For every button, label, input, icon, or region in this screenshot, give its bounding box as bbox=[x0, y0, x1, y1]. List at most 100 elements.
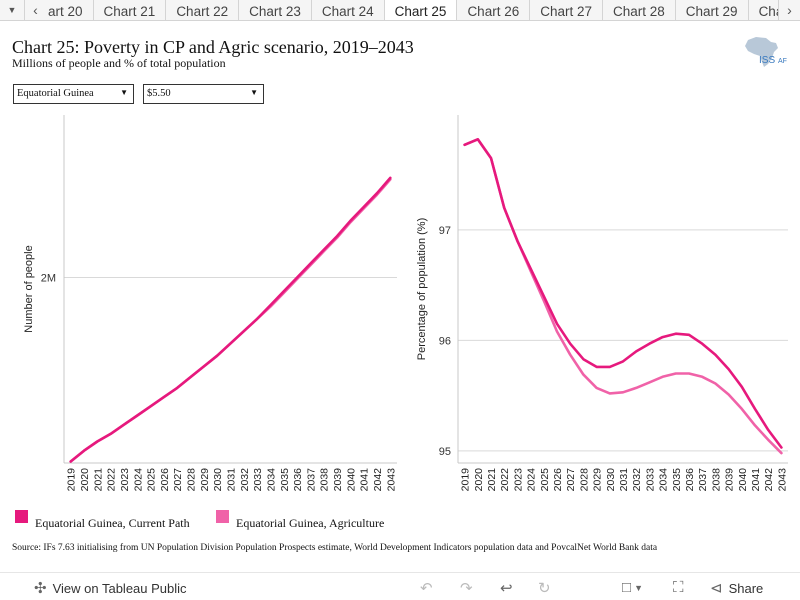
x-tick-label: 2040 bbox=[737, 468, 749, 492]
fullscreen-icon: ⛶ bbox=[673, 579, 684, 596]
tab-dropdown-icon[interactable]: ▼ bbox=[7, 5, 17, 15]
tab-chart-26[interactable]: Chart 26 bbox=[457, 0, 531, 20]
series-line-equatorial-guinea-agriculture bbox=[463, 137, 783, 455]
tab-chart-22[interactable]: Chart 22 bbox=[166, 0, 240, 20]
chart-title: Chart 25: Poverty in CP and Agric scenar… bbox=[12, 37, 414, 57]
series-line-equatorial-guinea-agriculture bbox=[69, 178, 392, 463]
tab-chart-27[interactable]: Chart 27 bbox=[530, 0, 603, 20]
series-line-equatorial-guinea-current-path bbox=[69, 176, 392, 463]
iss-africa-logo: ISS AF bbox=[745, 37, 787, 67]
legend-label: Equatorial Guinea, Current Path bbox=[35, 516, 190, 530]
chevron-down-icon: ▼ bbox=[634, 582, 643, 593]
undo-button[interactable]: ↶ bbox=[420, 579, 433, 597]
x-tick-label: 2028 bbox=[186, 468, 198, 492]
x-tick-label: 2029 bbox=[199, 468, 211, 492]
x-tick-label: 2029 bbox=[592, 468, 604, 492]
revert-icon: ↩ bbox=[500, 580, 513, 597]
x-tick-label: 2031 bbox=[226, 468, 238, 492]
tab-chart-28[interactable]: Chart 28 bbox=[603, 0, 676, 20]
y-tick-label: 96 bbox=[439, 335, 451, 347]
x-tick-label: 2035 bbox=[671, 468, 683, 492]
revert-button[interactable]: ↩ bbox=[500, 579, 513, 597]
view-on-tableau-link[interactable]: ✣ View on Tableau Public bbox=[34, 579, 187, 597]
legend-swatch bbox=[15, 510, 28, 523]
chart-panel-2: 95 96 97 Percentage of population (%) 2019 20… bbox=[416, 115, 788, 491]
x-tick-label: 2028 bbox=[578, 468, 590, 492]
x-tick-label: 2023 bbox=[119, 468, 131, 492]
tab-chart[interactable]: Chart bbox=[749, 0, 778, 20]
x-tick-label: 2022 bbox=[106, 468, 118, 492]
x-tick-label: 2043 bbox=[385, 468, 397, 492]
threshold-select[interactable]: $5.50 ▼ bbox=[143, 84, 264, 104]
x-tick-label: 2041 bbox=[750, 468, 762, 492]
redo-button[interactable]: ↷ bbox=[460, 579, 473, 597]
x-tick-label: 2027 bbox=[565, 468, 577, 492]
x-tick-label: 2034 bbox=[658, 468, 670, 492]
x-tick-label: 2040 bbox=[345, 468, 357, 492]
x-tick-label: 2026 bbox=[159, 468, 171, 492]
tab-chart-29[interactable]: Chart 29 bbox=[676, 0, 749, 20]
threshold-select-value: $5.50 bbox=[147, 88, 171, 99]
country-select[interactable]: Equatorial Guinea ▼ bbox=[13, 84, 134, 104]
x-tick-label: 2035 bbox=[279, 468, 291, 492]
x-tick-label: 2025 bbox=[146, 468, 158, 492]
share-button[interactable]: ⊲ Share bbox=[710, 579, 763, 597]
x-tick-label: 2020 bbox=[79, 468, 91, 492]
tab-chart-24[interactable]: Chart 24 bbox=[312, 0, 385, 20]
x-tick-label: 2032 bbox=[239, 468, 251, 492]
y-tick-label: 95 bbox=[439, 446, 451, 458]
x-tick-label: 2037 bbox=[697, 468, 709, 492]
country-select-value: Equatorial Guinea bbox=[17, 88, 94, 99]
y-tick-label: 2M bbox=[41, 273, 56, 285]
refresh-icon: ↻ bbox=[538, 580, 551, 597]
x-tick-label: 2026 bbox=[552, 468, 564, 492]
chevron-down-icon: ▼ bbox=[120, 88, 128, 97]
x-tick-label: 2032 bbox=[631, 468, 643, 492]
legend-label: Equatorial Guinea, Agriculture bbox=[236, 516, 385, 530]
sheet-tab-bar: ▼ ‹ art 20 Chart 21 Chart 22 Chart 23 Chart … bbox=[0, 0, 800, 21]
chart-subtitle: Millions of people and % of total popula… bbox=[12, 56, 226, 70]
x-tick-label: 2038 bbox=[319, 468, 331, 492]
tab-chart-21[interactable]: Chart 21 bbox=[94, 0, 167, 20]
x-tick-label: 2022 bbox=[499, 468, 511, 492]
tableau-toolbar: ✣ View on Tableau Public ↶ ↷ ↩ ↻ □ ▼ ⛶ ⊲… bbox=[0, 572, 800, 600]
y-tick-label: 97 bbox=[439, 225, 451, 237]
tab-scroll-left-icon[interactable]: ‹ bbox=[24, 0, 46, 20]
legend-item-agriculture[interactable]: Equatorial Guinea, Agriculture bbox=[216, 510, 384, 531]
x-tick-label: 2019 bbox=[460, 468, 472, 492]
legend-item-current-path[interactable]: Equatorial Guinea, Current Path bbox=[15, 510, 190, 531]
x-tick-label: 2019 bbox=[66, 468, 78, 492]
refresh-button[interactable]: ↻ bbox=[538, 579, 551, 597]
x-tick-label: 2036 bbox=[684, 468, 696, 492]
fullscreen-button[interactable]: ⛶ bbox=[673, 579, 684, 596]
tab-chart-23[interactable]: Chart 23 bbox=[239, 0, 312, 20]
series-line-equatorial-guinea-current-path bbox=[463, 137, 783, 449]
download-icon: □ bbox=[622, 579, 632, 596]
x-tick-label: 2037 bbox=[305, 468, 317, 492]
x-tick-label: 2030 bbox=[605, 468, 617, 492]
tab-scroll-right-icon[interactable]: › bbox=[778, 0, 800, 20]
x-tick-label: 2039 bbox=[332, 468, 344, 492]
legend-swatch bbox=[216, 510, 229, 523]
tableau-icon: ✣ bbox=[34, 580, 47, 597]
chevron-down-icon: ▼ bbox=[250, 88, 258, 97]
x-tick-label: 2042 bbox=[372, 468, 384, 492]
download-button[interactable]: □ ▼ bbox=[622, 579, 643, 596]
tab-art-20[interactable]: art 20 bbox=[46, 0, 94, 20]
logo-text-suffix: AF bbox=[778, 58, 787, 65]
x-tick-label: 2034 bbox=[265, 468, 277, 492]
tab-chart-25[interactable]: Chart 25 bbox=[384, 0, 458, 20]
share-label: Share bbox=[728, 580, 764, 596]
x-tick-label: 2023 bbox=[512, 468, 524, 492]
y-axis-label: Percentage of population (%) bbox=[416, 218, 428, 360]
x-tick-label: 2039 bbox=[724, 468, 736, 492]
x-tick-label: 2033 bbox=[644, 468, 656, 492]
tab-list: art 20 Chart 21 Chart 22 Chart 23 Chart 24 Ch… bbox=[46, 0, 778, 20]
x-tick-label: 2025 bbox=[539, 468, 551, 492]
x-tick-label: 2031 bbox=[618, 468, 630, 492]
share-icon: ⊲ bbox=[710, 580, 723, 597]
x-tick-label: 2033 bbox=[252, 468, 264, 492]
redo-icon: ↷ bbox=[460, 580, 473, 597]
x-tick-label: 2043 bbox=[776, 468, 788, 492]
